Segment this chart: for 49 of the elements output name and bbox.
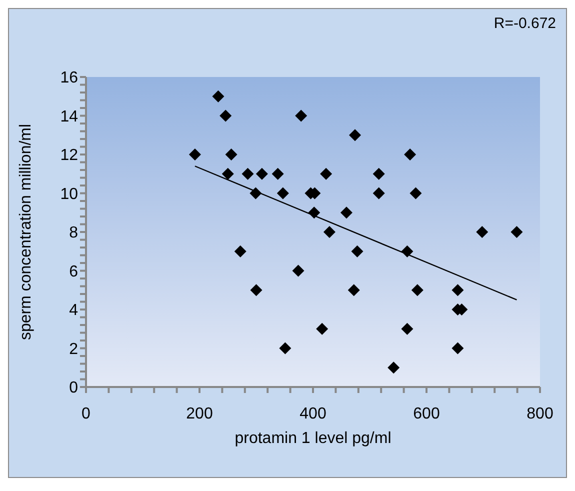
y-tick-label: 0	[69, 380, 78, 397]
point	[401, 322, 414, 335]
point	[316, 322, 328, 335]
point	[348, 284, 360, 296]
point	[411, 284, 424, 296]
point	[292, 264, 304, 277]
point	[351, 245, 364, 258]
point	[340, 206, 352, 219]
x-tick-label: 0	[82, 405, 91, 422]
x-axis-title: protamin 1 level pg/ml	[234, 430, 392, 447]
point	[272, 168, 284, 180]
x-tick-label: 800	[526, 405, 554, 422]
text: R=-0.672	[494, 15, 556, 32]
point	[510, 226, 523, 238]
y-tick-label: 16	[60, 70, 78, 87]
point	[276, 187, 289, 200]
y-tick-label: 12	[60, 147, 78, 164]
point	[220, 110, 232, 122]
point	[348, 129, 361, 142]
point	[256, 168, 268, 180]
y-tick-label: 8	[69, 224, 78, 242]
y-tick-label: 14	[60, 108, 78, 126]
x-tick-label: 600	[413, 405, 440, 422]
y-tick-label: 2	[69, 340, 78, 358]
point	[372, 187, 385, 200]
point	[323, 226, 336, 238]
point	[452, 284, 464, 296]
x-tick-label: 200	[186, 405, 213, 422]
point	[212, 90, 224, 102]
x-tick-label: 400	[300, 405, 326, 422]
point	[410, 187, 422, 200]
y-axis-title: sperm concentration million/ml	[18, 124, 35, 340]
point	[234, 245, 246, 258]
point	[476, 226, 488, 238]
point	[452, 342, 464, 354]
y-tick-label: 10	[60, 186, 78, 203]
point	[404, 148, 416, 160]
y-tick-label: 4	[69, 302, 78, 320]
point	[250, 284, 262, 296]
point	[225, 148, 238, 160]
point	[372, 168, 385, 180]
point	[188, 148, 201, 160]
point	[295, 110, 308, 122]
point	[222, 168, 234, 180]
point	[279, 342, 292, 354]
point	[388, 362, 400, 374]
point	[242, 168, 254, 180]
y-tick-label: 6	[69, 263, 78, 280]
point	[320, 168, 332, 180]
